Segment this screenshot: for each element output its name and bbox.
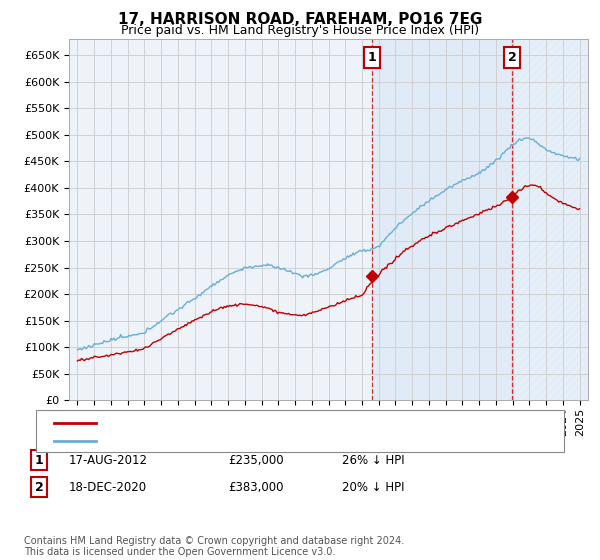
Bar: [512, 39, 588, 400]
Text: 17, HARRISON ROAD, FAREHAM, PO16 7EG: 17, HARRISON ROAD, FAREHAM, PO16 7EG: [118, 12, 482, 27]
Text: 1: 1: [368, 51, 377, 64]
Text: 1: 1: [35, 454, 43, 467]
Text: 17-AUG-2012: 17-AUG-2012: [69, 454, 148, 467]
Bar: [373, 39, 512, 400]
Text: Contains HM Land Registry data © Crown copyright and database right 2024.
This d: Contains HM Land Registry data © Crown c…: [24, 535, 404, 557]
Text: HPI: Average price, detached house, Fareham: HPI: Average price, detached house, Fare…: [105, 435, 374, 448]
Text: 18-DEC-2020: 18-DEC-2020: [69, 480, 147, 494]
Text: 2: 2: [508, 51, 517, 64]
Text: 2: 2: [35, 480, 43, 494]
Text: Price paid vs. HM Land Registry's House Price Index (HPI): Price paid vs. HM Land Registry's House …: [121, 24, 479, 37]
Text: £383,000: £383,000: [228, 480, 284, 494]
Text: 17, HARRISON ROAD, FAREHAM, PO16 7EG (detached house): 17, HARRISON ROAD, FAREHAM, PO16 7EG (de…: [105, 416, 465, 429]
Text: 20% ↓ HPI: 20% ↓ HPI: [342, 480, 404, 494]
Text: £235,000: £235,000: [228, 454, 284, 467]
Text: 26% ↓ HPI: 26% ↓ HPI: [342, 454, 404, 467]
